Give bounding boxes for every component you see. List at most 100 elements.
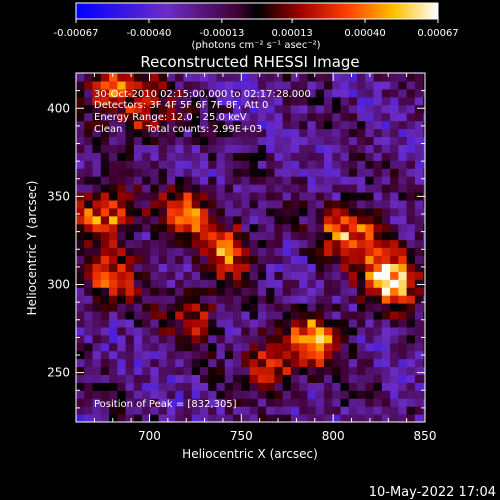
heatmap-cell — [249, 80, 259, 90]
heatmap-cell — [414, 184, 424, 193]
heatmap-cell — [381, 112, 391, 122]
heatmap-cell — [84, 215, 94, 225]
heatmap-cell — [299, 176, 309, 185]
heatmap-cell — [92, 358, 102, 368]
heatmap-cell — [290, 239, 300, 249]
heatmap-cell — [398, 207, 408, 217]
heatmap-cell — [357, 152, 366, 161]
heatmap-cell — [117, 382, 127, 391]
heatmap-cell — [233, 287, 242, 296]
heatmap-cell — [199, 128, 209, 138]
heatmap-cell — [84, 263, 94, 272]
heatmap-cell — [191, 374, 201, 383]
heatmap-cell — [241, 406, 251, 415]
heatmap-cell — [381, 120, 391, 130]
heatmap-cell — [109, 96, 118, 106]
heatmap-cell — [365, 191, 375, 201]
heatmap-cell — [257, 342, 267, 352]
heatmap-cell — [315, 390, 325, 399]
heatmap-cell — [257, 160, 267, 169]
heatmap-cell — [414, 160, 424, 169]
heatmap-cell — [290, 287, 300, 296]
heatmap-cell — [357, 310, 366, 320]
heatmap-cell — [323, 184, 333, 193]
heatmap-cell — [241, 263, 251, 272]
heatmap-cell — [109, 104, 118, 114]
heatmap-cell — [357, 287, 366, 296]
heatmap-cell — [390, 120, 399, 130]
heatmap-cell — [299, 184, 309, 193]
heatmap-cell — [390, 104, 399, 114]
heatmap-cell — [191, 168, 201, 177]
heatmap-cell — [92, 390, 102, 399]
heatmap-cell — [323, 128, 333, 138]
heatmap-cell — [266, 239, 275, 249]
heatmap-cell — [307, 398, 317, 407]
heatmap-cell — [233, 215, 242, 225]
heatmap-cell — [117, 310, 127, 320]
heatmap-cell — [224, 287, 234, 296]
heatmap-cell — [390, 207, 399, 217]
heatmap-cell — [323, 231, 333, 241]
heatmap-cell — [414, 104, 424, 114]
heatmap-cell — [76, 207, 85, 217]
heatmap-cell — [323, 342, 333, 352]
y-tick-label: 400 — [47, 101, 70, 115]
heatmap-cell — [191, 191, 201, 201]
annotation-total-counts: Total counts: 2.99E+03 — [145, 124, 262, 135]
heatmap-cell — [125, 136, 135, 145]
heatmap-cell — [175, 88, 185, 98]
heatmap-cell — [208, 136, 218, 145]
heatmap-cell — [290, 398, 300, 407]
heatmap-cell — [233, 191, 242, 201]
heatmap-cell — [340, 184, 350, 193]
heatmap-cell — [323, 152, 333, 161]
heatmap-cell — [290, 310, 300, 320]
heatmap-cell — [241, 271, 251, 280]
heatmap-cell — [109, 176, 118, 185]
heatmap-cell — [406, 104, 416, 114]
heatmap-cell — [348, 144, 358, 153]
heatmap-cell — [340, 255, 350, 264]
heatmap-cell — [299, 255, 309, 264]
heatmap-cell — [191, 152, 201, 161]
heatmap-cell — [125, 334, 135, 344]
heatmap-cell — [158, 263, 168, 272]
heatmap-cell — [290, 263, 300, 272]
heatmap-cell — [208, 144, 218, 153]
heatmap-cell — [365, 406, 375, 415]
heatmap-cell — [84, 366, 94, 376]
heatmap-cell — [158, 223, 168, 233]
heatmap-cell — [274, 247, 284, 257]
heatmap-cell — [199, 271, 209, 280]
heatmap-cell — [332, 326, 342, 336]
heatmap-cell — [266, 382, 275, 391]
heatmap-cell — [348, 406, 358, 415]
heatmap-cell — [100, 303, 110, 312]
heatmap-cell — [373, 342, 383, 352]
heatmap-cell — [142, 152, 151, 161]
heatmap-cell — [373, 374, 383, 383]
heatmap-cell — [142, 303, 151, 312]
heatmap-cell — [117, 326, 127, 336]
heatmap-cell — [216, 239, 226, 249]
heatmap-cell — [290, 295, 300, 304]
heatmap-cell — [390, 271, 399, 280]
colorbar — [75, 2, 439, 20]
heatmap-cell — [249, 382, 259, 391]
heatmap-cell — [249, 406, 259, 415]
heatmap-cell — [183, 271, 193, 280]
heatmap-cell — [117, 73, 127, 82]
heatmap-cell — [133, 326, 143, 336]
heatmap-cell — [142, 80, 151, 90]
heatmap-cell — [233, 168, 242, 177]
heatmap-cell — [150, 382, 160, 391]
heatmap-cell — [348, 199, 358, 209]
heatmap-cell — [315, 295, 325, 304]
heatmap-cell — [323, 120, 333, 130]
heatmap-cell — [109, 310, 118, 320]
heatmap-cell — [142, 318, 151, 328]
heatmap-cell — [323, 73, 333, 82]
heatmap-cell — [332, 287, 342, 296]
